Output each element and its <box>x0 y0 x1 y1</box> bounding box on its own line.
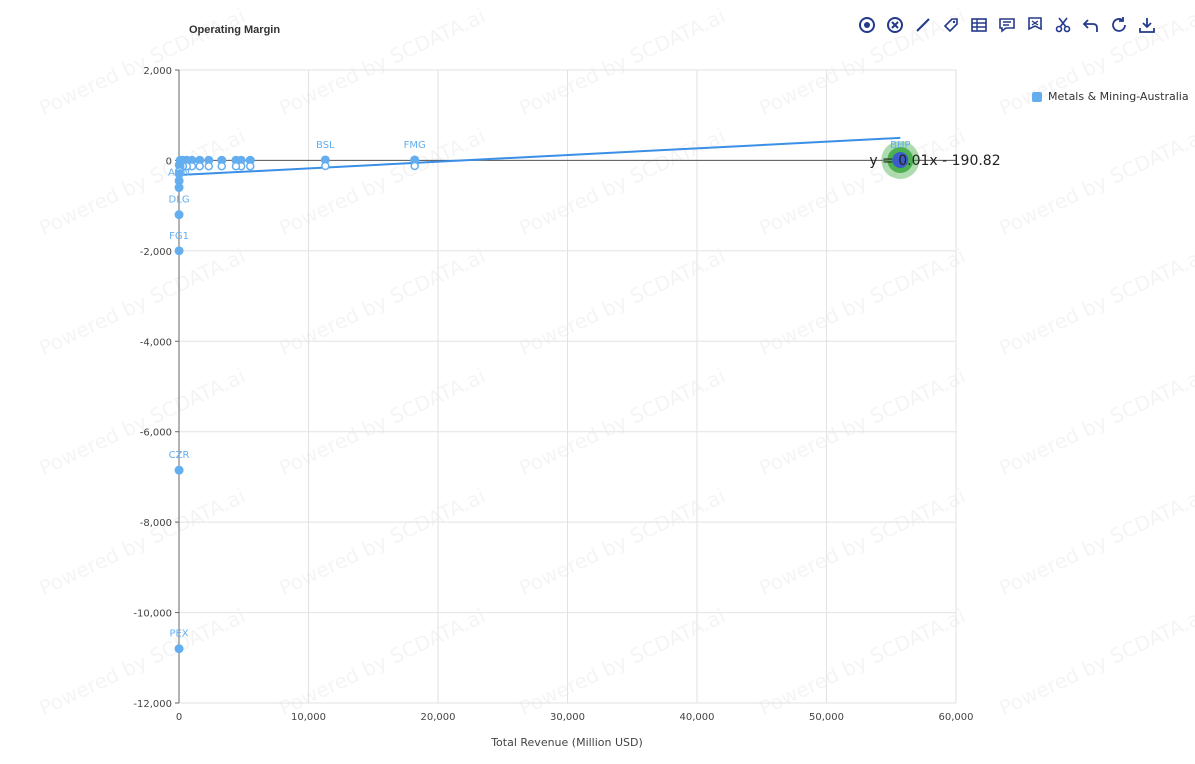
axes: 0 10,000 20,000 30,000 40,000 50,000 60,000 2,0… <box>133 66 973 723</box>
clear-icon[interactable] <box>884 14 906 36</box>
comment-icon[interactable] <box>996 14 1018 36</box>
data-point <box>174 210 184 220</box>
y-tick-label: -8,000 <box>140 518 172 529</box>
data-point-secondary <box>217 161 226 171</box>
data-point <box>174 160 184 170</box>
data-label: BSL <box>316 140 335 151</box>
y-tick-label: -4,000 <box>140 337 172 348</box>
data-point <box>320 155 330 165</box>
y-tick-label: -6,000 <box>140 428 172 439</box>
data-point-secondary <box>231 161 241 171</box>
trendline <box>178 136 901 177</box>
data-point <box>217 155 227 165</box>
x-tick-label: 60,000 <box>939 712 974 723</box>
x-tick-label: 0 <box>176 712 182 723</box>
legend[interactable]: Metals & Mining-Australia <box>1032 90 1189 103</box>
data-point <box>245 155 255 165</box>
data-label: ADN <box>168 168 190 179</box>
data-label: BHP <box>890 140 910 151</box>
data-point <box>231 155 241 165</box>
data-point-secondary <box>321 161 330 171</box>
data-point <box>204 155 214 165</box>
trendline-group <box>178 136 901 177</box>
refresh-icon[interactable] <box>1108 14 1130 36</box>
download-icon[interactable] <box>1136 14 1158 36</box>
data-point <box>174 169 184 179</box>
chart-toolbar <box>856 14 1164 36</box>
chart-title: Operating Margin <box>189 24 280 36</box>
data-point-highlighted <box>892 151 909 168</box>
labels-group: BHP FMG BSL ADN DLG FG1 CZR PEX y = 0.01x - 190.… <box>168 140 1001 640</box>
points-group <box>174 140 920 654</box>
y-tick-label: 0 <box>166 156 172 167</box>
x-tick-label: 30,000 <box>550 712 585 723</box>
y-tick-label: 2,000 <box>143 66 172 77</box>
data-label: CZR <box>169 450 190 461</box>
x-axis-label: Total Revenue (Million USD) <box>490 736 643 749</box>
data-point-secondary <box>204 161 214 171</box>
data-point <box>174 183 184 193</box>
cut-icon[interactable] <box>1052 14 1074 36</box>
data-point <box>410 155 420 165</box>
data-label: DLG <box>169 195 190 206</box>
data-label: FG1 <box>169 231 189 242</box>
x-tick-label: 50,000 <box>809 712 844 723</box>
data-point <box>174 465 184 475</box>
x-tick-label: 10,000 <box>291 712 326 723</box>
data-point <box>174 176 184 186</box>
legend-label: Metals & Mining-Australia <box>1048 90 1189 103</box>
data-point-secondary <box>195 161 204 171</box>
data-label: PEX <box>169 629 188 640</box>
flag-icon[interactable] <box>1024 14 1046 36</box>
grid <box>178 69 957 704</box>
data-label: FMG <box>404 140 426 151</box>
data-point <box>174 246 184 256</box>
x-tick-label: 40,000 <box>680 712 715 723</box>
x-tick-label: 20,000 <box>421 712 456 723</box>
line-icon[interactable] <box>912 14 934 36</box>
tag-icon[interactable] <box>940 14 962 36</box>
target-icon[interactable] <box>856 14 878 36</box>
y-tick-label: -10,000 <box>133 609 172 620</box>
undo-icon[interactable] <box>1080 14 1102 36</box>
table-icon[interactable] <box>968 14 990 36</box>
data-point <box>195 155 205 165</box>
trendline-label: y = 0.01x - 190.82 <box>869 153 1000 169</box>
data-point <box>174 644 184 654</box>
y-tick-label: -2,000 <box>140 247 172 258</box>
data-point-secondary <box>410 161 419 171</box>
legend-swatch <box>1032 91 1042 102</box>
y-tick-label: -12,000 <box>133 699 172 710</box>
data-point-secondary <box>245 161 255 171</box>
